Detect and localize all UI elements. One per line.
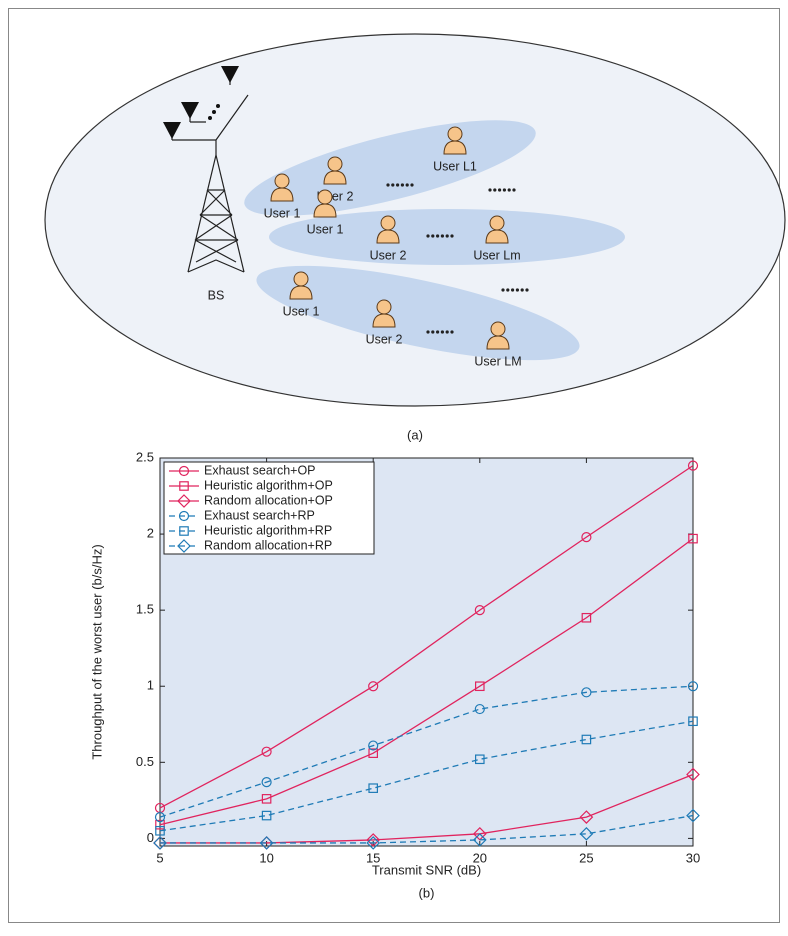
dot: [436, 330, 439, 333]
user-body: [324, 171, 346, 184]
user-head: [490, 216, 504, 230]
dot: [426, 330, 429, 333]
x-tick-label: 10: [259, 850, 273, 865]
user-head: [381, 216, 395, 230]
y-tick-label: 2.5: [136, 449, 154, 464]
dot: [441, 234, 444, 237]
user-body: [377, 230, 399, 243]
x-tick-label: 30: [686, 850, 700, 865]
user-head: [294, 272, 308, 286]
user-head: [275, 174, 289, 188]
legend-label: Heuristic algorithm+OP: [204, 478, 333, 492]
dot: [446, 330, 449, 333]
legend-label: Exhaust search+OP: [204, 463, 316, 477]
user-head: [318, 190, 332, 204]
dot: [391, 183, 394, 186]
user-body: [271, 188, 293, 201]
user-label: User 2: [366, 332, 403, 346]
dot: [498, 188, 501, 191]
bs-label: BS: [208, 288, 225, 302]
user-label: User LM: [474, 354, 521, 368]
dot: [386, 183, 389, 186]
user-label: User 2: [370, 248, 407, 262]
dot: [426, 234, 429, 237]
user-label: User L1: [433, 159, 477, 173]
y-tick-label: 0: [147, 830, 154, 845]
user-body: [373, 314, 395, 327]
caption: (a): [407, 427, 423, 442]
dot: [525, 288, 528, 291]
user-body: [444, 141, 466, 154]
user-label: User 1: [264, 206, 301, 220]
x-axis-label: Transmit SNR (dB): [372, 862, 481, 877]
y-tick-label: 2: [147, 526, 154, 541]
dot: [441, 330, 444, 333]
user-body: [314, 204, 336, 217]
dot: [406, 183, 409, 186]
x-tick-label: 5: [156, 850, 163, 865]
user-label: User 1: [307, 222, 344, 236]
chart-caption: (b): [419, 885, 435, 900]
user-label: User Lm: [473, 248, 520, 262]
figure: (a) BS User 1 User 2 User L1 User 1 User 2 Us…: [0, 0, 788, 931]
y-tick-label: 1.5: [136, 602, 154, 617]
network-diagram: [45, 34, 785, 406]
y-tick-label: 1: [147, 678, 154, 693]
dot: [521, 288, 524, 291]
legend-label: Random allocation+OP: [204, 493, 333, 507]
dot: [512, 188, 515, 191]
dot: [493, 188, 496, 191]
user-head: [328, 157, 342, 171]
legend-label: Random allocation+RP: [204, 538, 332, 552]
dot: [446, 234, 449, 237]
user-label: User 1: [283, 304, 320, 318]
dot: [501, 288, 504, 291]
user-head: [377, 300, 391, 314]
y-tick-label: 0.5: [136, 754, 154, 769]
dot: [508, 188, 511, 191]
dot: [450, 234, 453, 237]
dot: [506, 288, 509, 291]
dot: [436, 234, 439, 237]
legend-label: Heuristic algorithm+RP: [204, 523, 332, 537]
dot: [401, 183, 404, 186]
user-body: [486, 230, 508, 243]
dot: [511, 288, 514, 291]
dot: [396, 183, 399, 186]
dot: [488, 188, 491, 191]
dot: [431, 330, 434, 333]
user-head: [448, 127, 462, 141]
dot: [503, 188, 506, 191]
dot: [431, 234, 434, 237]
user-body: [290, 286, 312, 299]
dot: [450, 330, 453, 333]
dot: [410, 183, 413, 186]
user-body: [487, 336, 509, 349]
x-tick-label: 25: [579, 850, 593, 865]
legend-label: Exhaust search+RP: [204, 508, 315, 522]
dot: [516, 288, 519, 291]
user-head: [491, 322, 505, 336]
y-axis-label: Throughput of the worst user (b/s/Hz): [89, 544, 104, 759]
